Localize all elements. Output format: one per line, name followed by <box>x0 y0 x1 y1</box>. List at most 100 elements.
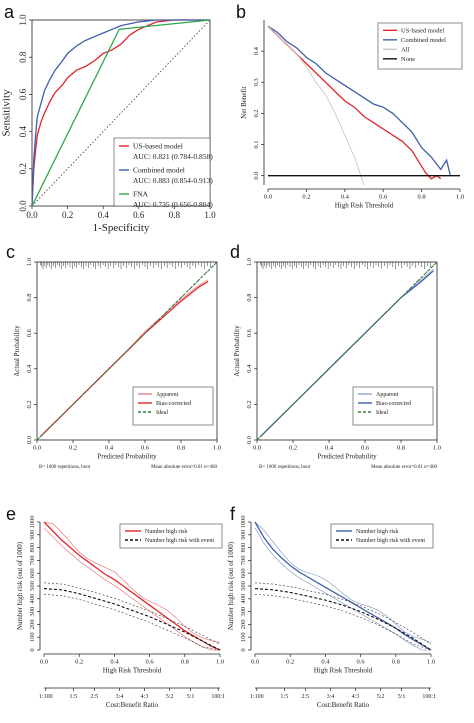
legend-label: All <box>401 47 410 54</box>
y-tick-label: 700 <box>29 556 36 566</box>
y-tick-label: 400 <box>240 594 247 604</box>
x-tick-label: 0.8 <box>392 659 400 666</box>
y-tick-label: 700 <box>240 556 247 566</box>
y-tick-label: 0.2 <box>253 109 260 117</box>
plot-frame <box>36 261 218 441</box>
panel-e: e 0.0 0.2 0.4 0.6 0.8 1.0 0 100 200 300 400 500 600 70… <box>6 504 225 709</box>
panel-label: f <box>230 504 236 524</box>
x2-tick-label: 5:1 <box>187 694 195 700</box>
y-tick-label: 0.4 <box>253 46 260 55</box>
x2-tick-label: 5:2 <box>166 694 174 700</box>
y-tick-label: 600 <box>29 568 36 578</box>
legend-box <box>113 137 211 207</box>
legend-label: Combined model <box>401 37 446 44</box>
x2-tick-label: 3:4 <box>327 694 335 700</box>
y-tick-label: 0.1 <box>253 140 260 148</box>
ci-upper-line <box>43 521 221 643</box>
series-line-number-high-risk <box>254 521 432 651</box>
y-tick-label: 0 <box>29 648 36 651</box>
x-tick-label: 0.6 <box>146 659 155 666</box>
x2-tick-label: 2:5 <box>91 694 99 700</box>
legend-auc: AUC: 0.735 (0.656-0.804) <box>133 200 213 209</box>
legend-label: Number high risk with event <box>145 538 214 544</box>
ci-upper-line <box>43 582 221 645</box>
x-tick-label: 0.4 <box>325 445 334 452</box>
panel-a: a 0.0 0.2 0.4 0.6 0.8 1.0 0.0 0.2 0.4 0.6 0.8 1.0 1-S… <box>1 2 217 234</box>
y-tick-label: 0.4 <box>246 364 253 373</box>
footer-left: B= 1000 repetitions, boot <box>259 465 311 470</box>
series-line-us-based-model <box>31 19 210 207</box>
x2-tick-label: 100:1 <box>422 694 436 700</box>
y-tick-label: 0.4 <box>26 364 33 373</box>
series-line-combined-model <box>31 19 210 207</box>
x-tick-label: 0.6 <box>141 445 150 452</box>
x-tick-label: 0.4 <box>110 659 119 666</box>
y-axis-title: Number high risk (out of 1000) <box>227 541 235 630</box>
x-axis-title: High Risk Threshold <box>314 667 373 675</box>
y-axis-title: Actual Probability <box>13 325 21 377</box>
x-tick-label: 0.2 <box>289 445 297 452</box>
legend-label: None <box>401 56 415 63</box>
legend-label: US-based model <box>401 28 444 35</box>
y-tick-label: 0.3 <box>253 78 260 86</box>
legend-label: FNA <box>133 190 149 199</box>
y-tick-label: 800 <box>240 543 247 553</box>
x-tick-label: 0.0 <box>26 210 38 220</box>
legend-label: Bias-corrected <box>156 401 191 407</box>
x-tick-label: 0.2 <box>286 659 294 666</box>
x-tick-label: 0.0 <box>33 445 41 452</box>
y-tick-label: 800 <box>29 543 36 553</box>
series-line-combined-model <box>267 25 452 176</box>
ci-lower-line <box>43 594 221 651</box>
x-tick-label: 0.2 <box>69 445 77 452</box>
legend-label: Bias-corrected <box>376 401 411 407</box>
legend-label: Number high risk with event <box>356 538 425 544</box>
y-tick-label: 0.0 <box>18 200 28 212</box>
ci-lower-line <box>43 527 220 651</box>
x-tick-label: 0.8 <box>397 445 405 452</box>
ci-lower-line <box>254 594 432 651</box>
ci-lower-line <box>254 527 431 651</box>
y-tick-label: 0.4 <box>18 125 28 137</box>
x-tick-label: 0.6 <box>379 194 388 201</box>
series-line-all <box>267 25 365 186</box>
x-tick-label: 0.8 <box>177 445 185 452</box>
x-tick-label: 1.0 <box>456 194 464 201</box>
y-tick-label: 300 <box>29 607 36 617</box>
x-tick-label: 0.4 <box>321 659 330 666</box>
y-tick-label: 1.0 <box>246 258 253 266</box>
series-line-number-high-risk <box>43 521 221 651</box>
x-axis-title: High Risk Threshold <box>335 202 394 210</box>
x2-tick-label: 4:3 <box>141 694 149 700</box>
x2-tick-label: 4:3 <box>352 694 360 700</box>
y-tick-label: 0.2 <box>246 400 253 408</box>
x-tick-label: 0.6 <box>357 659 366 666</box>
x-tick-label: 0.2 <box>75 659 83 666</box>
y-tick-label: 100 <box>240 632 247 642</box>
x2-axis-title: Cost:Benefit Ratio <box>106 701 159 709</box>
x2-tick-label: 100:1 <box>211 694 225 700</box>
y-tick-label: 0.6 <box>26 328 33 337</box>
legend-box <box>119 523 223 549</box>
x-tick-label: 0.0 <box>251 659 259 666</box>
x-tick-label: 1.0 <box>213 445 221 452</box>
y-tick-label: 0.8 <box>246 294 253 302</box>
panel-label: d <box>230 242 240 262</box>
panel-label: e <box>6 504 16 524</box>
x-tick-label: 0.8 <box>418 194 426 201</box>
y-tick-label: 0.0 <box>246 436 253 444</box>
x-tick-label: 0.8 <box>181 659 189 666</box>
y-tick-label: 1.0 <box>26 258 33 266</box>
x2-tick-label: 5:2 <box>377 694 385 700</box>
x-axis-title: Predicted Probability <box>317 453 377 461</box>
y-tick-label: 0.2 <box>26 400 33 408</box>
x-tick-label: 0.4 <box>105 445 114 452</box>
x-tick-label: 1.0 <box>427 659 435 666</box>
x-tick-label: 0.4 <box>341 194 350 201</box>
x-tick-label: 1.0 <box>433 445 441 452</box>
y-tick-label: 900 <box>29 530 36 540</box>
legend-box <box>330 523 434 549</box>
legend-label: US-based model <box>133 142 183 151</box>
